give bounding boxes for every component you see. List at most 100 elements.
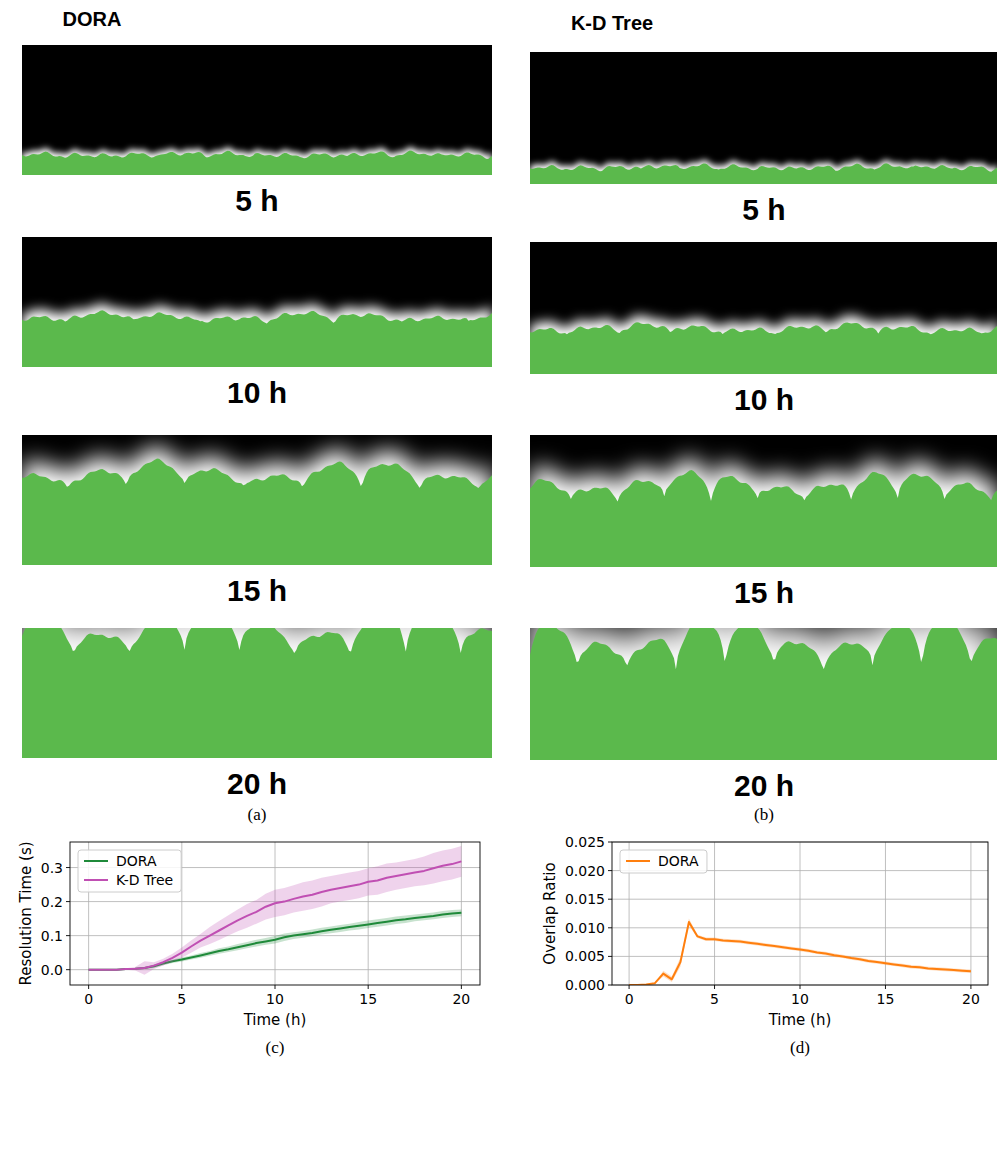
axis-title: Time (h) <box>768 1011 832 1029</box>
series-line <box>89 861 462 969</box>
legend-box <box>78 850 181 892</box>
tick-mark <box>66 867 70 868</box>
legend-box <box>620 850 707 873</box>
tick-label: 0.015 <box>565 891 605 907</box>
figure: DORA 5 h 10 h 15 h 20 h (a) K-D Tree 5 h 10 h 15 … <box>0 0 1005 1173</box>
frame <box>530 242 997 374</box>
tick-label: 0 <box>625 991 634 1007</box>
plot-data <box>89 846 462 975</box>
tick-label: 10 <box>266 991 284 1007</box>
legend: DORA K-D Tree <box>78 850 181 892</box>
tick-mark <box>629 985 630 989</box>
panel-label: (b) <box>754 805 774 824</box>
tick-mark <box>66 969 70 970</box>
image-panel: K-D Tree 5 h 10 h 15 h 20 h (b) <box>530 12 997 824</box>
tick-mark <box>275 985 276 989</box>
image-panel: DORA 5 h 10 h 15 h 20 h (a) <box>22 8 492 824</box>
colony <box>530 470 997 567</box>
tick-label: 15 <box>359 991 377 1007</box>
tick-mark <box>181 985 182 989</box>
frame <box>530 628 997 760</box>
tick-label: 0.005 <box>565 948 605 964</box>
legend-swatch <box>84 879 108 881</box>
tick-label: 15 <box>877 991 895 1007</box>
tick-label: 5 <box>177 991 186 1007</box>
tick-label: 5 <box>710 991 719 1007</box>
colony <box>530 628 997 760</box>
tick-label: 0.1 <box>41 928 63 944</box>
frame-time: 20 h <box>734 769 794 802</box>
panel-label: (a) <box>248 805 267 824</box>
colony <box>530 322 997 374</box>
legend: DORA <box>620 850 707 873</box>
axis-title: Resolution Time (s) <box>17 841 35 985</box>
grid-line <box>714 842 715 985</box>
axis-title: Overlap Ratio <box>541 862 559 964</box>
tick-mark <box>608 956 612 957</box>
grid-line <box>70 935 480 936</box>
frame-time: 5 h <box>742 193 785 226</box>
panel-title: K-D Tree <box>571 12 653 34</box>
tick-mark <box>714 985 715 989</box>
colony <box>22 310 492 367</box>
legend-label: K-D Tree <box>116 872 173 888</box>
tick-mark <box>970 985 971 989</box>
tick-label: 0.3 <box>41 860 63 876</box>
tick-label: 0.0 <box>41 962 63 978</box>
chart: 0 5 10 15 20 0.000 0.005 0.010 0.015 0.020 0.025 Ti… <box>541 834 988 1057</box>
plot-frame <box>612 842 988 985</box>
tick-mark <box>608 870 612 871</box>
frame <box>22 435 492 565</box>
error-band <box>89 846 462 975</box>
frame <box>22 628 492 758</box>
tick-mark <box>608 899 612 900</box>
error-band <box>89 909 462 969</box>
tick-mark <box>608 927 612 928</box>
error-band <box>629 919 971 985</box>
grid-line <box>612 899 988 900</box>
frame-time: 15 h <box>227 574 287 607</box>
frame-time: 15 h <box>734 576 794 609</box>
frame <box>530 52 997 184</box>
plot-data <box>629 919 971 985</box>
legend-label: DORA <box>116 853 157 869</box>
grid-line <box>368 842 369 985</box>
plot-frame <box>70 842 480 985</box>
frame-background <box>530 52 997 184</box>
colony <box>22 459 492 565</box>
tick-label: 10 <box>791 991 809 1007</box>
series-line <box>89 913 462 970</box>
panel-label: (d) <box>790 1038 810 1057</box>
legend-label: DORA <box>658 853 699 869</box>
chart: 051015200.00.10.20.3Time (h)Resolution T… <box>17 841 480 1057</box>
panel-title: DORA <box>63 8 122 30</box>
tick-mark <box>88 985 89 989</box>
tick-mark <box>800 985 801 989</box>
frame-time: 10 h <box>734 383 794 416</box>
tick-label: 20 <box>962 991 980 1007</box>
frame-time: 10 h <box>227 376 287 409</box>
tick-mark <box>461 985 462 989</box>
frame <box>22 45 492 175</box>
panel-label: (c) <box>266 1038 285 1057</box>
tick-mark <box>66 901 70 902</box>
tick-label: 0.025 <box>565 834 605 850</box>
legend-swatch <box>84 860 108 862</box>
frame-time: 5 h <box>235 184 278 217</box>
frame-time: 20 h <box>227 767 287 800</box>
tick-label: 0.000 <box>565 977 605 993</box>
grid-line <box>970 842 971 985</box>
tick-label: 0.010 <box>565 920 605 936</box>
tick-label: 0.020 <box>565 863 605 879</box>
colony <box>22 151 492 175</box>
grid-line <box>800 842 801 985</box>
legend-swatch <box>626 860 650 862</box>
colony <box>530 163 997 184</box>
tick-label: 0 <box>84 991 93 1007</box>
frame <box>22 237 492 367</box>
tick-mark <box>66 935 70 936</box>
axis-title: Time (h) <box>243 1011 307 1029</box>
tick-mark <box>608 985 612 986</box>
grid-line <box>612 956 988 957</box>
colony <box>22 628 492 758</box>
